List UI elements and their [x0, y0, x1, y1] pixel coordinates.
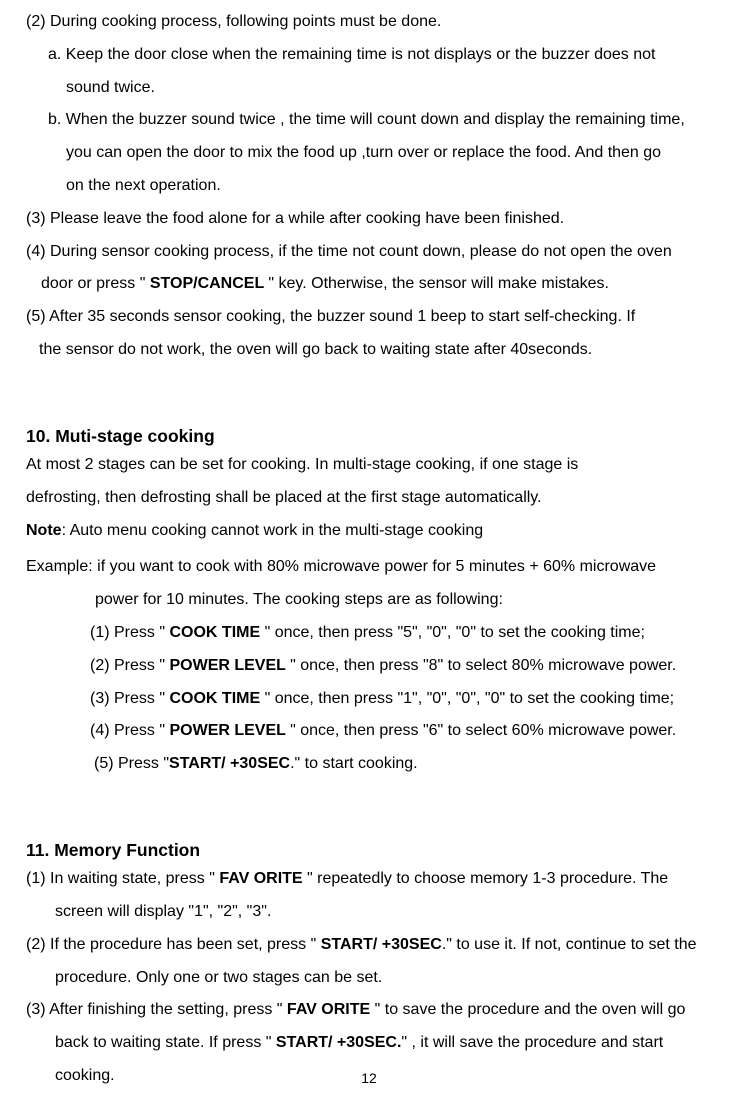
- memory-l1-cont: screen will display "1", "2", "3".: [26, 896, 712, 929]
- memory-l2: (2) If the procedure has been set, press…: [26, 929, 712, 962]
- line-2: (2) During cooking process, following po…: [26, 6, 712, 39]
- key-favorite: FAV ORITE: [219, 870, 307, 887]
- line-2a-cont: sound twice.: [26, 72, 712, 105]
- txt: " once, then press "6" to select 60% mic…: [290, 722, 676, 739]
- line-4: (4) During sensor cooking process, if th…: [26, 236, 712, 269]
- txt: " repeatedly to choose memory 1-3 proced…: [307, 870, 668, 887]
- txt: (5) Press ": [94, 755, 169, 772]
- txt: door or press ": [41, 275, 150, 292]
- page-container: (2) During cooking process, following po…: [0, 0, 738, 1099]
- note-text: : Auto menu cooking cannot work in the m…: [62, 522, 484, 539]
- txt: " once, then press "8" to select 80% mic…: [290, 657, 676, 674]
- key-cook-time: COOK TIME: [169, 624, 264, 641]
- heading-memory: 11. Memory Function: [26, 837, 712, 863]
- txt: (4) Press ": [90, 722, 169, 739]
- memory-l3-cont1: back to waiting state. If press " START/…: [26, 1027, 712, 1060]
- example-step-5: (5) Press "START/ +30SEC." to start cook…: [26, 748, 712, 781]
- example-step-3: (3) Press " COOK TIME " once, then press…: [26, 683, 712, 716]
- example-l1: Example: if you want to cook with 80% mi…: [26, 551, 712, 584]
- key-start-30sec: START/ +30SEC.: [276, 1034, 402, 1051]
- note-label: Note: [26, 522, 62, 539]
- line-2b-cont1: you can open the door to mix the food up…: [26, 137, 712, 170]
- txt: ." to start cooking.: [290, 755, 418, 772]
- multi-l1: At most 2 stages can be set for cooking.…: [26, 449, 712, 482]
- line-5: (5) After 35 seconds sensor cooking, the…: [26, 301, 712, 334]
- txt: " once, then press "1", "0", "0", "0" to…: [265, 690, 675, 707]
- example-step-1: (1) Press " COOK TIME " once, then press…: [26, 617, 712, 650]
- txt: (1) In waiting state, press ": [26, 870, 219, 887]
- line-2a: a. Keep the door close when the remainin…: [26, 39, 712, 72]
- txt: back to waiting state. If press ": [55, 1034, 276, 1051]
- key-stop-cancel: STOP/CANCEL: [150, 275, 269, 292]
- txt: ." to use it. If not, continue to set th…: [442, 936, 697, 953]
- key-cook-time: COOK TIME: [169, 690, 264, 707]
- txt: " to save the procedure and the oven wil…: [375, 1001, 686, 1018]
- txt: " key. Otherwise, the sensor will make m…: [268, 275, 609, 292]
- example-l2: power for 10 minutes. The cooking steps …: [26, 584, 712, 617]
- memory-l2-cont: procedure. Only one or two stages can be…: [26, 962, 712, 995]
- txt: (3) After finishing the setting, press ": [26, 1001, 287, 1018]
- line-4-cont: door or press " STOP/CANCEL " key. Other…: [26, 268, 712, 301]
- example-step-4: (4) Press " POWER LEVEL " once, then pre…: [26, 715, 712, 748]
- txt: (3) Press ": [90, 690, 169, 707]
- heading-multistage: 10. Muti-stage cooking: [26, 423, 712, 449]
- txt: " once, then press "5", "0", "0" to set …: [265, 624, 645, 641]
- key-start-30sec: START/ +30SEC: [169, 755, 290, 772]
- multi-note: Note: Auto menu cooking cannot work in t…: [26, 515, 712, 548]
- txt: (2) Press ": [90, 657, 169, 674]
- key-start-30sec: START/ +30SEC: [321, 936, 442, 953]
- txt: " , it will save the procedure and start: [401, 1034, 663, 1051]
- key-favorite: FAV ORITE: [287, 1001, 375, 1018]
- example-step-2: (2) Press " POWER LEVEL " once, then pre…: [26, 650, 712, 683]
- line-2b-cont2: on the next operation.: [26, 170, 712, 203]
- memory-l3: (3) After finishing the setting, press "…: [26, 994, 712, 1027]
- page-number: 12: [0, 1071, 738, 1085]
- key-power-level: POWER LEVEL: [169, 657, 290, 674]
- memory-l1: (1) In waiting state, press " FAV ORITE …: [26, 863, 712, 896]
- txt: (2) If the procedure has been set, press…: [26, 936, 321, 953]
- key-power-level: POWER LEVEL: [169, 722, 290, 739]
- multi-l2: defrosting, then defrosting shall be pla…: [26, 482, 712, 515]
- line-2b: b. When the buzzer sound twice , the tim…: [26, 104, 712, 137]
- txt: (1) Press ": [90, 624, 169, 641]
- line-5-cont: the sensor do not work, the oven will go…: [26, 334, 712, 367]
- line-3: (3) Please leave the food alone for a wh…: [26, 203, 712, 236]
